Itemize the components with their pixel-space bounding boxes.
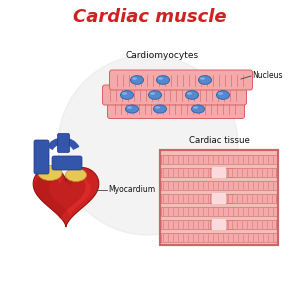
Bar [210,194,276,203]
Bar [212,193,226,204]
Bar [161,207,277,216]
Ellipse shape [38,166,62,181]
Bar [161,233,277,242]
FancyBboxPatch shape [58,134,70,152]
Bar [161,207,277,216]
Polygon shape [33,168,99,227]
Ellipse shape [148,91,161,99]
Bar [160,150,278,245]
Ellipse shape [218,92,223,95]
FancyBboxPatch shape [52,156,82,170]
Ellipse shape [132,77,137,80]
Ellipse shape [199,76,212,84]
Bar [160,150,278,245]
Bar [161,194,234,203]
Ellipse shape [155,106,160,109]
Text: Cardiac muscle: Cardiac muscle [73,8,227,26]
Ellipse shape [217,91,230,99]
Ellipse shape [191,105,205,113]
Text: Nucleus: Nucleus [252,71,283,80]
Bar [161,155,277,164]
Ellipse shape [193,106,198,109]
Ellipse shape [185,91,199,99]
Bar [212,219,226,230]
Ellipse shape [122,92,127,95]
Text: Cardiac tissue: Cardiac tissue [189,136,249,145]
Ellipse shape [157,76,169,84]
Ellipse shape [130,76,143,84]
FancyBboxPatch shape [34,140,49,174]
Bar [161,181,277,190]
Circle shape [58,55,238,235]
Text: Cardiomyocytes: Cardiomyocytes [125,51,199,60]
Bar [210,220,276,229]
Ellipse shape [121,91,134,99]
Bar [210,168,276,177]
Bar [161,181,277,190]
Ellipse shape [125,105,139,113]
Ellipse shape [127,106,132,109]
Polygon shape [49,178,91,216]
Bar [212,167,226,178]
Ellipse shape [154,105,166,113]
Text: Myocardium: Myocardium [108,185,155,194]
Bar [161,233,277,242]
Ellipse shape [200,77,205,80]
FancyBboxPatch shape [110,70,253,90]
Polygon shape [34,174,86,220]
FancyBboxPatch shape [103,85,247,105]
Bar [161,168,234,177]
Bar [161,220,234,229]
Bar [161,155,277,164]
Ellipse shape [187,92,192,95]
Ellipse shape [150,92,155,95]
Ellipse shape [158,77,163,80]
Ellipse shape [65,169,86,182]
FancyBboxPatch shape [107,100,244,118]
